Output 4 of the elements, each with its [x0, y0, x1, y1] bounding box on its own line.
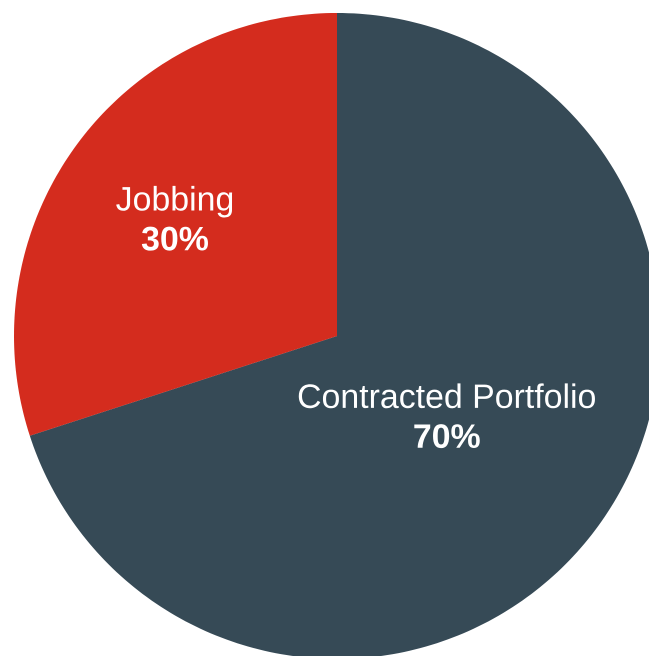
- slice-label: Contracted Portfolio: [298, 383, 595, 408]
- data-label: 70%: [414, 424, 480, 448]
- data-label: 30%: [142, 226, 208, 251]
- slice-label: Jobbing: [116, 186, 232, 218]
